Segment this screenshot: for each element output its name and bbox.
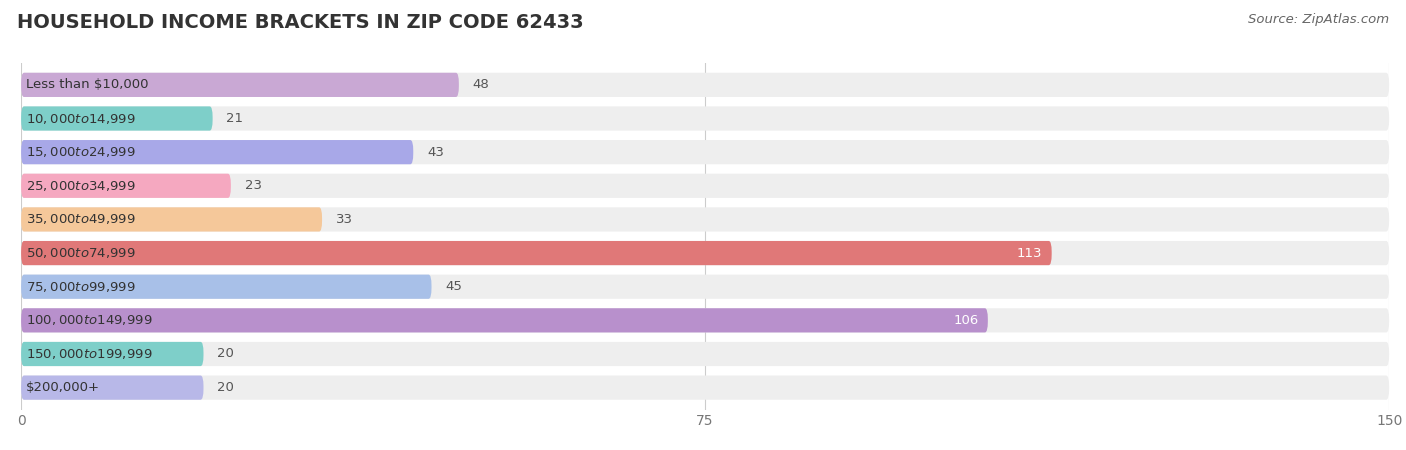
FancyBboxPatch shape [21,174,231,198]
Text: 113: 113 [1017,247,1043,260]
Text: Less than $10,000: Less than $10,000 [25,78,148,91]
FancyBboxPatch shape [21,241,1052,265]
Text: 43: 43 [427,146,444,159]
Text: Source: ZipAtlas.com: Source: ZipAtlas.com [1249,14,1389,27]
FancyBboxPatch shape [21,308,988,333]
Text: 21: 21 [226,112,243,125]
Text: $150,000 to $199,999: $150,000 to $199,999 [25,347,152,361]
Text: HOUSEHOLD INCOME BRACKETS IN ZIP CODE 62433: HOUSEHOLD INCOME BRACKETS IN ZIP CODE 62… [17,14,583,32]
Text: 20: 20 [217,347,233,360]
Text: 106: 106 [953,314,979,327]
FancyBboxPatch shape [21,140,1389,164]
FancyBboxPatch shape [21,207,1389,232]
FancyBboxPatch shape [21,274,1389,299]
Text: $10,000 to $14,999: $10,000 to $14,999 [25,112,135,126]
Text: $15,000 to $24,999: $15,000 to $24,999 [25,145,135,159]
FancyBboxPatch shape [21,73,458,97]
FancyBboxPatch shape [21,342,1389,366]
FancyBboxPatch shape [21,342,204,366]
Text: $200,000+: $200,000+ [25,381,100,394]
Text: 23: 23 [245,179,262,192]
FancyBboxPatch shape [21,241,1389,265]
Text: 48: 48 [472,78,489,91]
FancyBboxPatch shape [21,73,1389,97]
FancyBboxPatch shape [21,106,212,130]
FancyBboxPatch shape [21,174,1389,198]
FancyBboxPatch shape [21,207,322,232]
FancyBboxPatch shape [21,308,1389,333]
Text: $100,000 to $149,999: $100,000 to $149,999 [25,313,152,327]
FancyBboxPatch shape [21,375,1389,400]
Text: 33: 33 [336,213,353,226]
FancyBboxPatch shape [21,375,204,400]
Text: $25,000 to $34,999: $25,000 to $34,999 [25,179,135,193]
Text: $75,000 to $99,999: $75,000 to $99,999 [25,280,135,294]
Text: $50,000 to $74,999: $50,000 to $74,999 [25,246,135,260]
FancyBboxPatch shape [21,274,432,299]
FancyBboxPatch shape [21,106,1389,130]
Text: 20: 20 [217,381,233,394]
Text: $35,000 to $49,999: $35,000 to $49,999 [25,212,135,226]
FancyBboxPatch shape [21,140,413,164]
Text: 45: 45 [446,280,463,293]
